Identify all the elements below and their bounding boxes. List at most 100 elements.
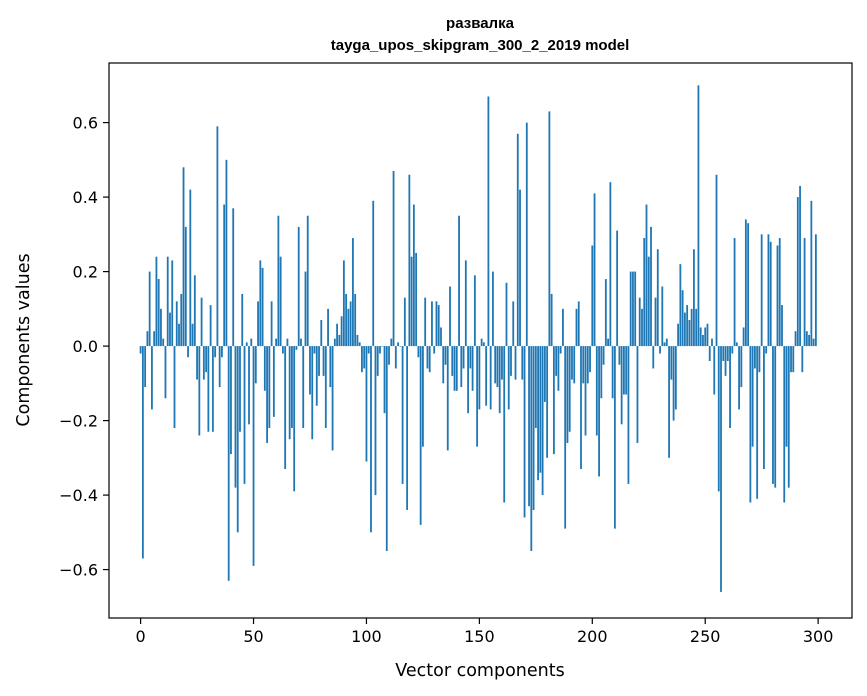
bar-141: [458, 215, 460, 347]
bar-222: [641, 308, 643, 347]
bar-78: [315, 346, 318, 406]
bar-247: [697, 85, 700, 347]
bar-163: [507, 346, 510, 410]
bar-124: [419, 346, 422, 525]
bar-176: [537, 346, 539, 481]
bar-132: [437, 305, 440, 347]
bar-194: [577, 301, 580, 347]
bar-129: [431, 301, 433, 347]
bar-65: [286, 338, 289, 347]
bar-224: [645, 204, 648, 347]
bar-287: [787, 346, 790, 488]
bar-55: [263, 346, 266, 391]
bar-202: [595, 346, 598, 436]
bar-209: [611, 346, 614, 399]
x-tick-label-2: 100: [351, 627, 382, 646]
bar-84: [329, 346, 332, 388]
bar-296: [808, 334, 810, 347]
bar-237: [674, 346, 677, 410]
chart-title-line-2: tayga_upos_skipgram_300_2_2019 model: [331, 37, 630, 54]
bar-205: [602, 346, 605, 365]
bar-190: [568, 346, 571, 432]
bar-86: [333, 338, 336, 347]
bar-49: [250, 338, 253, 347]
bar-142: [460, 346, 463, 388]
bar-217: [629, 271, 632, 347]
plot-frame: [108, 62, 853, 619]
bar-102: [370, 346, 372, 533]
bar-125: [422, 346, 424, 447]
bar-90: [342, 260, 345, 347]
bar-99: [363, 346, 366, 369]
bar-115: [399, 346, 402, 347]
bar-0: [139, 346, 142, 354]
bar-185: [557, 346, 560, 391]
bar-76: [311, 346, 314, 440]
bar-21: [187, 346, 189, 358]
bar-22: [189, 189, 192, 347]
bar-171: [525, 122, 528, 347]
bar-292: [799, 185, 801, 347]
bar-75: [309, 346, 311, 395]
bar-113: [394, 346, 397, 369]
bar-207: [607, 338, 609, 347]
bar-246: [695, 308, 698, 347]
bar-91: [345, 293, 348, 347]
bar-291: [796, 197, 799, 347]
bar-184: [555, 346, 558, 376]
bar-103: [372, 200, 375, 347]
bar-122: [415, 252, 418, 347]
bar-161: [503, 346, 506, 503]
bar-140: [455, 346, 458, 391]
bar-83: [327, 308, 329, 347]
bar-210: [613, 346, 616, 529]
bar-19: [182, 167, 185, 347]
bar-53: [259, 260, 262, 347]
bar-289: [792, 346, 795, 373]
bar-293: [801, 346, 804, 373]
bar-179: [543, 346, 546, 402]
bar-220: [636, 346, 639, 443]
bar-34: [216, 126, 219, 347]
bar-3: [146, 331, 149, 347]
bar-197: [584, 346, 587, 436]
bar-199: [589, 346, 591, 373]
bar-260: [726, 346, 729, 361]
bar-234: [668, 346, 670, 458]
bar-71: [300, 338, 302, 347]
bar-45: [241, 293, 244, 347]
bar-232: [663, 342, 666, 347]
bar-238: [677, 323, 680, 347]
bar-279: [769, 241, 772, 347]
bar-117: [403, 297, 406, 347]
bar-294: [803, 238, 806, 347]
bar-10: [162, 338, 165, 347]
bar-11: [164, 346, 167, 399]
bar-228: [654, 297, 657, 347]
x-tick-label-4: 200: [577, 627, 608, 646]
bar-41: [232, 208, 235, 347]
x-tick-label-0: 0: [136, 627, 146, 646]
bar-130: [433, 346, 436, 354]
bar-173: [530, 346, 533, 551]
bar-214: [623, 346, 625, 395]
bar-170: [523, 346, 526, 518]
bar-160: [501, 346, 503, 380]
bar-227: [652, 346, 655, 369]
bar-89: [340, 316, 343, 347]
bar-133: [440, 327, 442, 347]
bar-273: [756, 346, 759, 499]
bar-274: [758, 346, 761, 373]
bar-262: [731, 346, 734, 354]
bar-136: [446, 346, 449, 451]
x-tick-label-6: 300: [803, 627, 834, 646]
bar-93: [349, 301, 352, 347]
bar-235: [670, 346, 673, 380]
bar-82: [324, 346, 327, 429]
bar-242: [686, 305, 689, 347]
bar-123: [417, 346, 420, 358]
bar-20: [184, 226, 187, 347]
bar-139: [453, 346, 456, 391]
y-tick-label-0: −0.6: [59, 561, 98, 580]
bar-154: [487, 96, 490, 347]
